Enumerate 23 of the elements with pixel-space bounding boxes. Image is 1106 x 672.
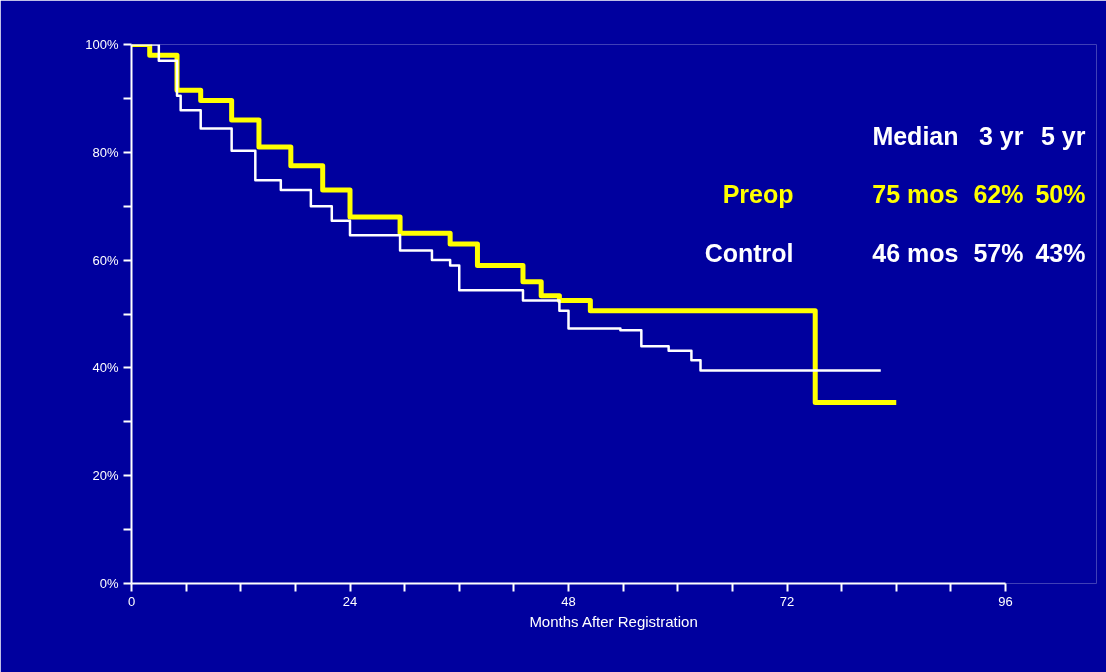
text: 43% (1035, 238, 1086, 267)
annotation: 46 mos (872, 238, 959, 267)
x-tick-label: 72 (779, 593, 795, 609)
annotation: 75 mos (872, 179, 959, 208)
y-tick-label: 60% (92, 252, 119, 268)
text: 5 yr (1041, 121, 1086, 150)
x-tick-label: 0 (127, 593, 136, 609)
annotation: Median (872, 121, 959, 150)
text: Preop (722, 179, 794, 208)
x-tick-label: 96 (998, 593, 1013, 609)
text: Control (704, 238, 794, 267)
annotation: 57% (973, 238, 1024, 267)
text: 50% (1035, 179, 1086, 208)
y-tick-label: 40% (92, 360, 119, 376)
x-tick-label: 48 (561, 593, 576, 609)
x-axis-title: Months After Registration (529, 612, 698, 630)
y-tick-label: 100% (85, 37, 119, 52)
y-tick-label: 20% (92, 468, 119, 484)
x-tick-label: 24 (342, 593, 358, 609)
annotation: 62% (973, 179, 1024, 208)
y-tick-label: 80% (92, 144, 119, 160)
annotation: 3 yr (979, 121, 1024, 150)
y-tick-label: 0% (99, 576, 119, 591)
